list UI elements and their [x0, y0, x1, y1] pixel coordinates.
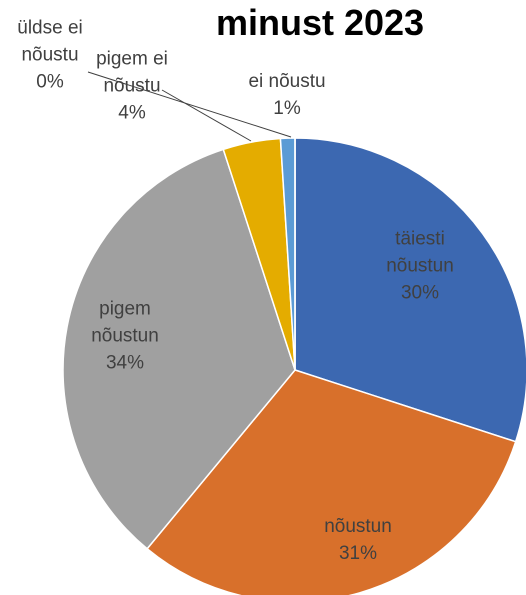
data-label: ei nõustu 1% [227, 68, 347, 122]
pie-slice [62, 148, 296, 550]
pie-slice [294, 137, 526, 443]
category-label: täiesti nõustun [386, 228, 454, 277]
pie-slice [146, 369, 517, 595]
value-label: 1% [273, 98, 301, 119]
chart-title: minust 2023 [215, 2, 425, 43]
data-label: pigem nõustun 34% [65, 296, 185, 377]
value-label: 4% [118, 102, 146, 124]
data-label: nõustun 31% [298, 513, 418, 567]
value-label: 34% [105, 352, 145, 374]
value-label: 31% [338, 543, 378, 564]
leader-line [87, 71, 292, 138]
category-label: üldse ei nõustu [17, 17, 83, 66]
category-label: pigem ei nõustu [96, 48, 168, 97]
value-label: 30% [400, 282, 440, 304]
data-label: täiesti nõustun 30% [360, 226, 480, 307]
data-label: pigem ei nõustu 4% [87, 46, 177, 127]
leader-line [161, 89, 252, 142]
category-label: pigem nõustun [91, 298, 159, 347]
category-label: nõustun [324, 516, 392, 537]
data-label: üldse ei nõustu 0% [0, 15, 100, 96]
value-label: 0% [36, 71, 64, 93]
category-label: ei nõustu [248, 71, 326, 92]
